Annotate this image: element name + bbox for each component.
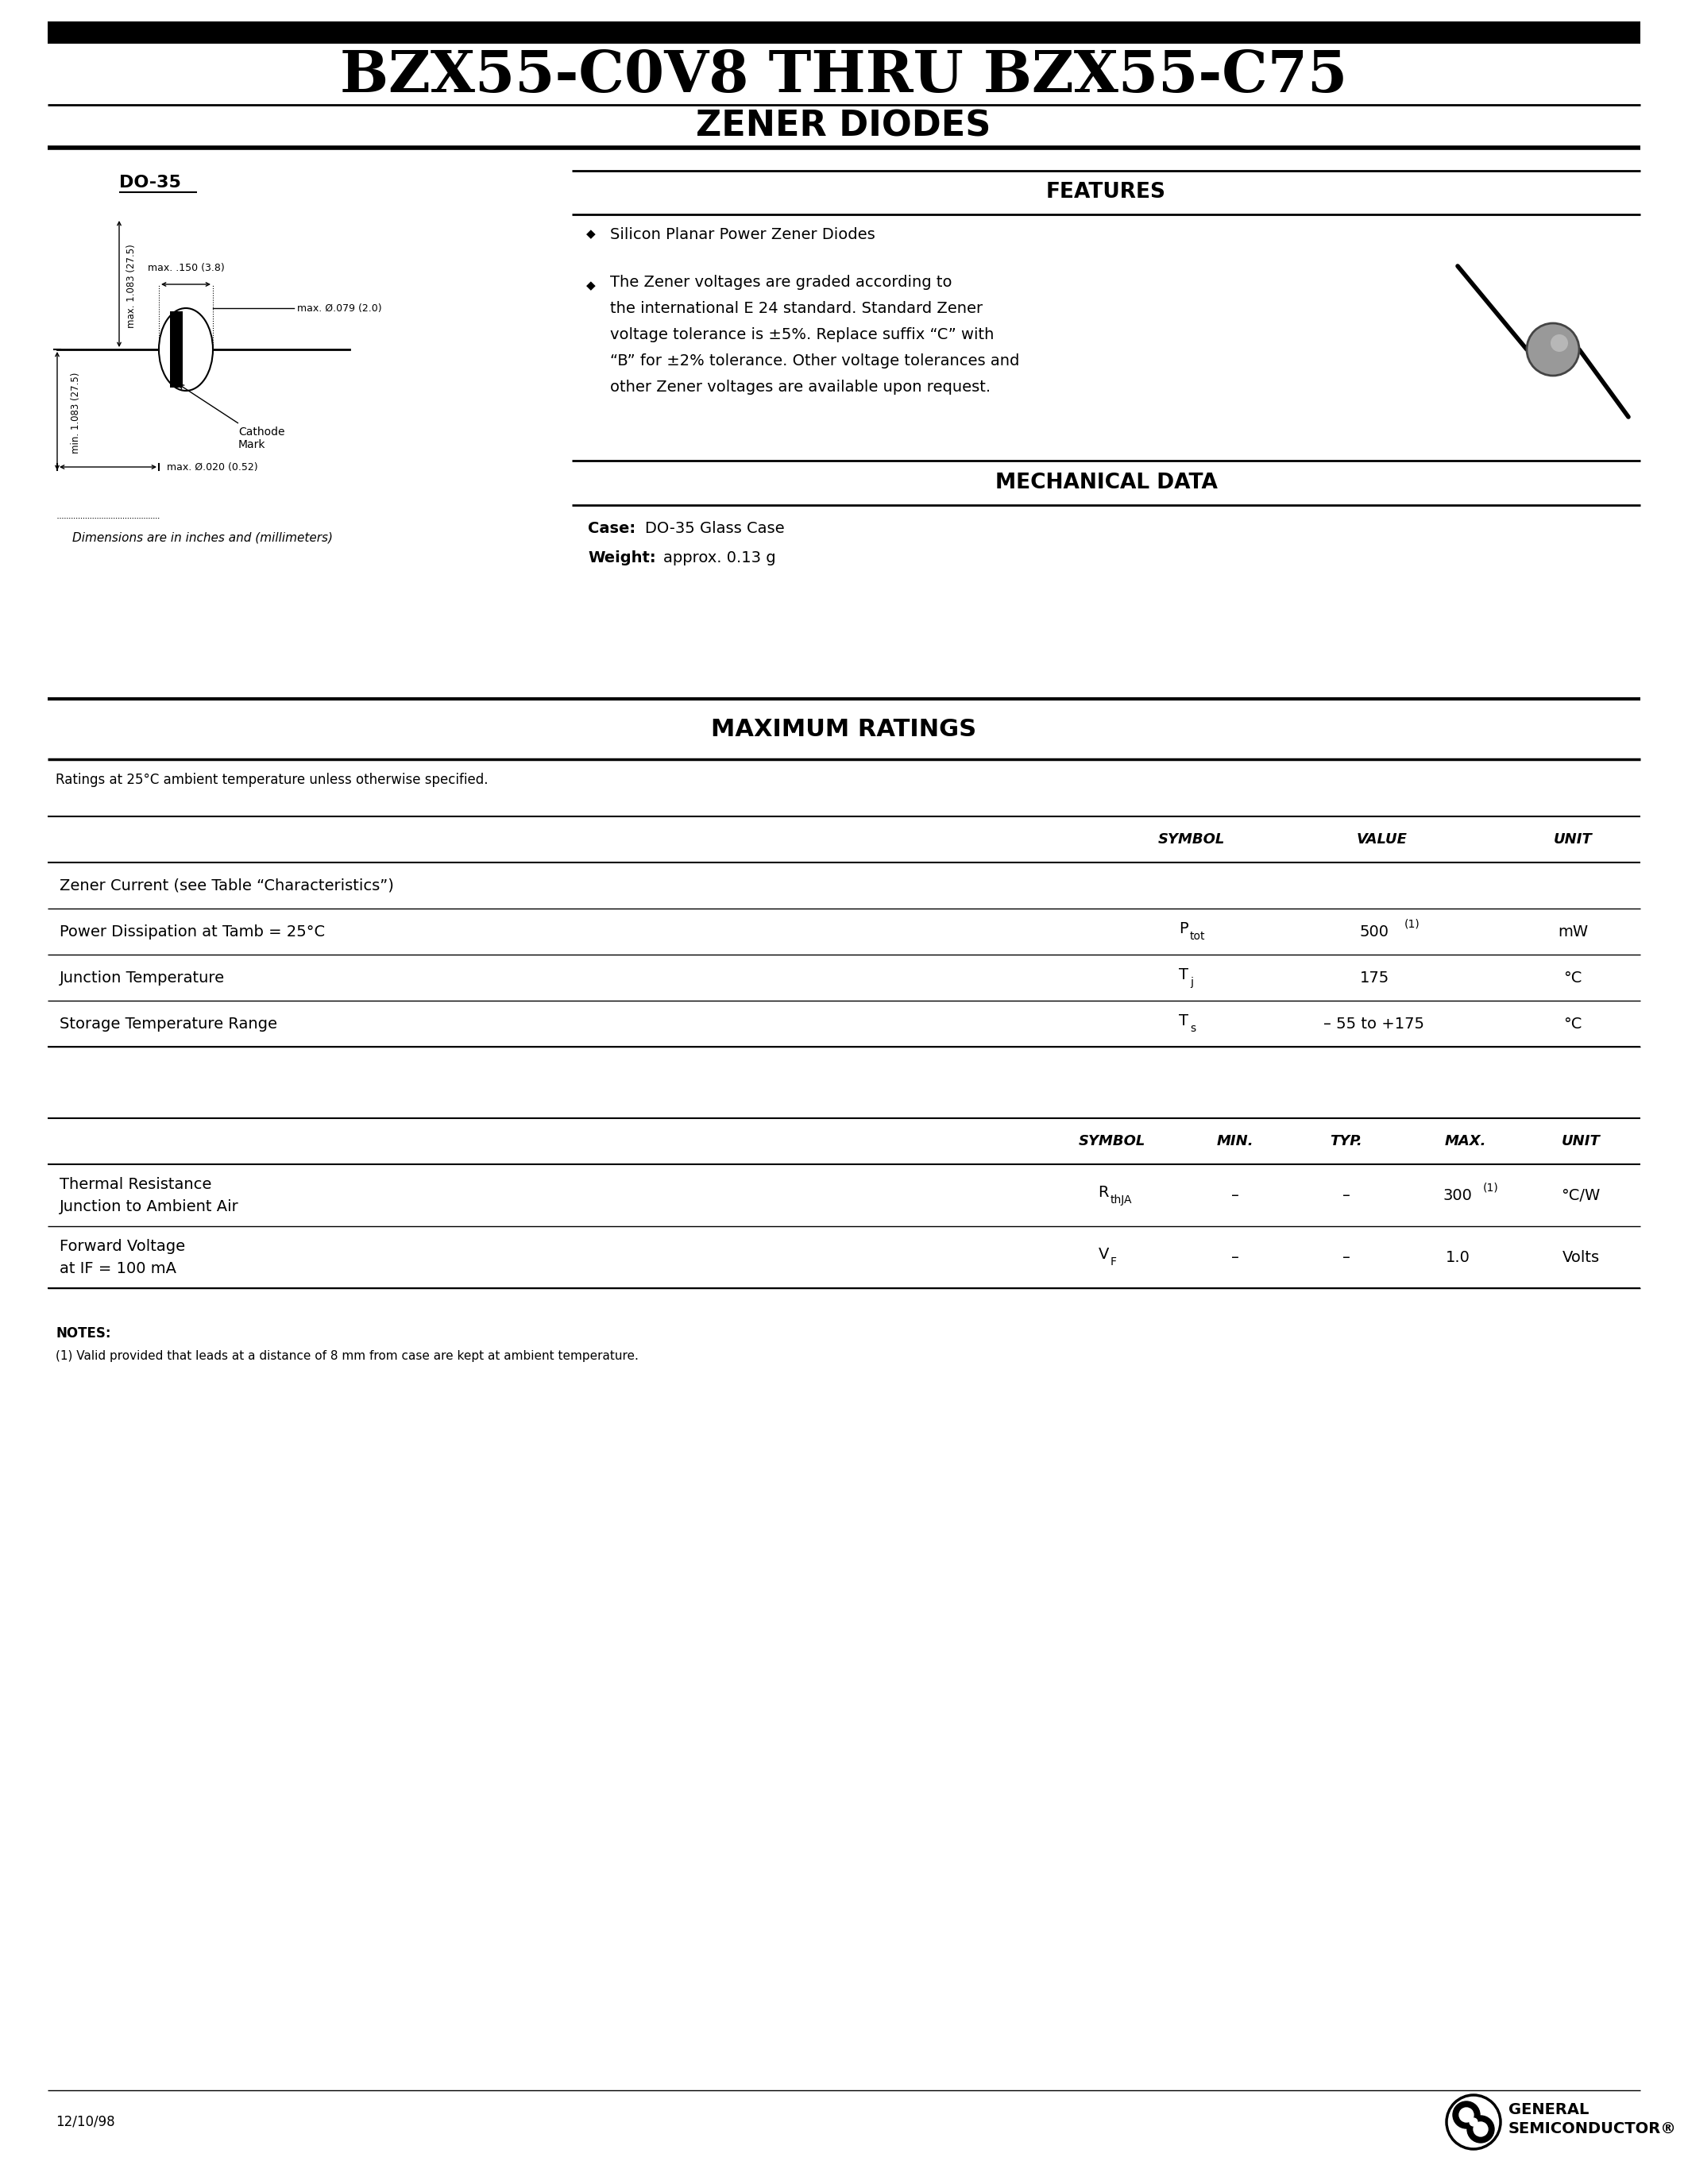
Text: Thermal Resistance: Thermal Resistance: [59, 1177, 211, 1192]
Text: max. .150 (3.8): max. .150 (3.8): [147, 262, 225, 273]
Text: Forward Voltage: Forward Voltage: [59, 1238, 186, 1254]
Text: MAX.: MAX.: [1445, 1133, 1487, 1149]
Text: °C: °C: [1563, 970, 1582, 985]
Ellipse shape: [1551, 334, 1568, 352]
Text: °C: °C: [1563, 1016, 1582, 1031]
Circle shape: [1467, 2116, 1494, 2143]
Text: Storage Temperature Range: Storage Temperature Range: [59, 1016, 277, 1031]
Text: UNIT: UNIT: [1561, 1133, 1600, 1149]
Bar: [170, 312, 182, 387]
Text: SYMBOL: SYMBOL: [1079, 1133, 1146, 1149]
Text: Dimensions are in inches and (millimeters): Dimensions are in inches and (millimeter…: [73, 531, 333, 544]
Text: FEATURES: FEATURES: [1047, 181, 1166, 203]
Text: max. 1.083 (27.5): max. 1.083 (27.5): [127, 245, 137, 328]
Text: Junction Temperature: Junction Temperature: [59, 970, 225, 985]
Text: (1) Valid provided that leads at a distance of 8 mm from case are kept at ambien: (1) Valid provided that leads at a dista…: [56, 1350, 638, 1363]
Bar: [47, 22, 1641, 44]
Ellipse shape: [159, 308, 213, 391]
Text: SYMBOL: SYMBOL: [1158, 832, 1225, 847]
Text: DO-35: DO-35: [120, 175, 181, 190]
Text: 175: 175: [1359, 970, 1389, 985]
Text: “B” for ±2% tolerance. Other voltage tolerances and: “B” for ±2% tolerance. Other voltage tol…: [609, 354, 1020, 369]
Text: the international E 24 standard. Standard Zener: the international E 24 standard. Standar…: [609, 301, 982, 317]
Text: (1): (1): [1484, 1182, 1499, 1192]
Text: mW: mW: [1558, 924, 1588, 939]
Text: BZX55-C0V8 THRU BZX55-C75: BZX55-C0V8 THRU BZX55-C75: [339, 48, 1347, 103]
Text: 1.0: 1.0: [1445, 1249, 1470, 1265]
Text: Cathode
Mark: Cathode Mark: [179, 384, 285, 450]
Text: °C/W: °C/W: [1561, 1188, 1600, 1203]
Text: ◆: ◆: [586, 280, 596, 293]
Text: ◆: ◆: [586, 229, 596, 240]
Circle shape: [1453, 2101, 1480, 2129]
Text: max. Ø.020 (0.52): max. Ø.020 (0.52): [167, 461, 258, 472]
Text: Zener Current (see Table “Characteristics”): Zener Current (see Table “Characteristic…: [59, 878, 393, 893]
Text: Power Dissipation at Tamb = 25°C: Power Dissipation at Tamb = 25°C: [59, 924, 326, 939]
Text: ZENER DIODES: ZENER DIODES: [695, 109, 991, 144]
Text: Weight:: Weight:: [587, 550, 657, 566]
Text: F: F: [1111, 1256, 1117, 1267]
Text: Ratings at 25°C ambient temperature unless otherwise specified.: Ratings at 25°C ambient temperature unle…: [56, 773, 488, 786]
Text: s: s: [1190, 1022, 1195, 1033]
Text: 500: 500: [1359, 924, 1389, 939]
Text: R: R: [1099, 1184, 1109, 1199]
Text: V: V: [1099, 1247, 1109, 1262]
Text: MECHANICAL DATA: MECHANICAL DATA: [994, 472, 1217, 494]
Text: DO-35 Glass Case: DO-35 Glass Case: [645, 520, 785, 535]
Text: –: –: [1231, 1188, 1239, 1203]
Text: min. 1.083 (27.5): min. 1.083 (27.5): [71, 371, 81, 454]
Text: voltage tolerance is ±5%. Replace suffix “C” with: voltage tolerance is ±5%. Replace suffix…: [609, 328, 994, 343]
Text: Volts: Volts: [1561, 1249, 1600, 1265]
Text: –: –: [1342, 1249, 1350, 1265]
Text: P: P: [1180, 922, 1188, 937]
Text: T: T: [1178, 968, 1188, 983]
Text: approx. 0.13 g: approx. 0.13 g: [663, 550, 776, 566]
Text: 12/10/98: 12/10/98: [56, 2114, 115, 2129]
Text: T: T: [1178, 1013, 1188, 1029]
Text: MIN.: MIN.: [1217, 1133, 1254, 1149]
Text: UNIT: UNIT: [1553, 832, 1592, 847]
Text: –: –: [1342, 1188, 1350, 1203]
Text: NOTES:: NOTES:: [56, 1326, 111, 1341]
Text: other Zener voltages are available upon request.: other Zener voltages are available upon …: [609, 380, 991, 395]
Text: Case:: Case:: [587, 520, 636, 535]
Text: j: j: [1190, 976, 1193, 987]
Circle shape: [1474, 2123, 1487, 2136]
Text: thJA: thJA: [1111, 1195, 1133, 1206]
Text: TYP.: TYP.: [1330, 1133, 1362, 1149]
Ellipse shape: [1526, 323, 1580, 376]
Text: (1): (1): [1404, 917, 1420, 928]
Text: GENERAL: GENERAL: [1509, 2101, 1588, 2116]
Text: MAXIMUM RATINGS: MAXIMUM RATINGS: [711, 719, 977, 740]
Text: SEMICONDUCTOR®: SEMICONDUCTOR®: [1509, 2121, 1676, 2136]
Circle shape: [1470, 2118, 1477, 2125]
Text: –: –: [1231, 1249, 1239, 1265]
Text: VALUE: VALUE: [1357, 832, 1408, 847]
Circle shape: [1458, 2108, 1474, 2123]
Text: – 55 to +175: – 55 to +175: [1323, 1016, 1425, 1031]
Text: tot: tot: [1190, 930, 1205, 941]
Text: at IF = 100 mA: at IF = 100 mA: [59, 1260, 176, 1275]
Text: Silicon Planar Power Zener Diodes: Silicon Planar Power Zener Diodes: [609, 227, 874, 242]
Text: The Zener voltages are graded according to: The Zener voltages are graded according …: [609, 275, 952, 290]
Text: 300: 300: [1443, 1188, 1472, 1203]
Text: Junction to Ambient Air: Junction to Ambient Air: [59, 1199, 240, 1214]
Text: max. Ø.079 (2.0): max. Ø.079 (2.0): [297, 304, 381, 312]
